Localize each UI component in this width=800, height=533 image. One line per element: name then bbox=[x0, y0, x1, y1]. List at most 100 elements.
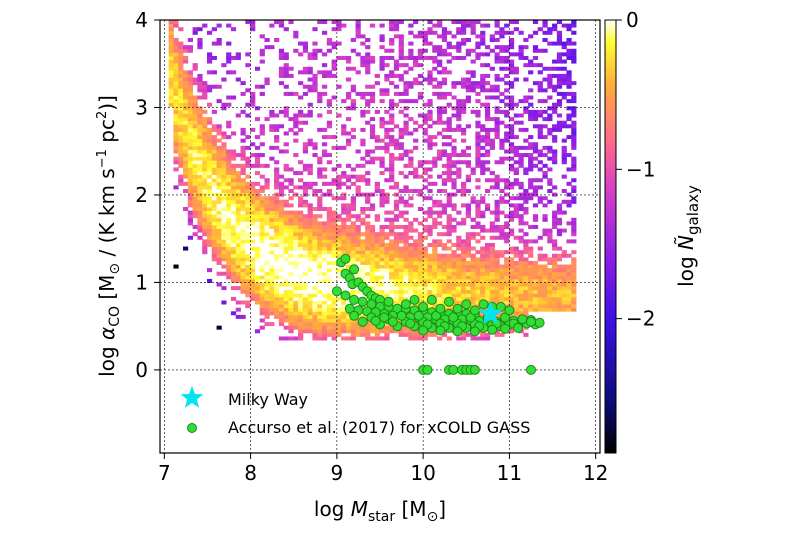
xcold-gass-point bbox=[349, 264, 360, 275]
scatter-series bbox=[331, 253, 545, 375]
heatmap-cell bbox=[264, 246, 270, 251]
heatmap-cell bbox=[408, 260, 414, 265]
heatmap-cell bbox=[312, 52, 318, 57]
heatmap-cell bbox=[283, 289, 289, 294]
heatmap-cell bbox=[413, 174, 419, 179]
heatmap-cell bbox=[465, 253, 471, 258]
heatmap-cell bbox=[470, 59, 476, 64]
heatmap-cell bbox=[197, 131, 203, 136]
heatmap-cell bbox=[183, 70, 189, 75]
heatmap-cell bbox=[274, 124, 280, 129]
heatmap-cell bbox=[250, 207, 256, 211]
heatmap-cell bbox=[269, 239, 275, 244]
heatmap-cell bbox=[561, 160, 567, 165]
heatmap-cell bbox=[360, 260, 366, 265]
heatmap-cell bbox=[417, 73, 424, 78]
heatmap-cell bbox=[456, 81, 462, 86]
heatmap-cell bbox=[480, 296, 486, 301]
heatmap-cell bbox=[307, 246, 313, 251]
heatmap-cell bbox=[202, 91, 208, 96]
heatmap-cell bbox=[197, 145, 203, 150]
heatmap-cell bbox=[561, 304, 567, 309]
heatmap-cell bbox=[461, 289, 467, 294]
heatmap-cell bbox=[278, 286, 285, 291]
heatmap-cell bbox=[494, 228, 500, 233]
heatmap-cell bbox=[331, 66, 337, 71]
heatmap-cell bbox=[441, 207, 448, 211]
heatmap-cell bbox=[451, 20, 457, 24]
heatmap-cell bbox=[307, 235, 313, 240]
xcold-gass-point bbox=[331, 286, 342, 297]
heatmap-cell bbox=[307, 253, 313, 258]
heatmap-cell bbox=[187, 95, 193, 100]
heatmap-cell bbox=[250, 232, 256, 237]
heatmap-cell bbox=[250, 282, 256, 287]
heatmap-cell bbox=[398, 224, 404, 229]
heatmap-cell bbox=[437, 286, 443, 291]
heatmap-cell bbox=[240, 278, 246, 283]
heatmap-cell bbox=[384, 282, 390, 287]
heatmap-cell bbox=[302, 199, 309, 204]
heatmap-cell bbox=[197, 117, 203, 122]
heatmap-cell bbox=[197, 214, 203, 219]
heatmap-cell bbox=[226, 70, 232, 75]
heatmap-cell bbox=[298, 278, 304, 283]
heatmap-cell bbox=[206, 55, 213, 60]
heatmap-cell bbox=[288, 221, 294, 226]
heatmap-cell bbox=[240, 203, 246, 208]
heatmap-cell bbox=[422, 160, 428, 165]
heatmap-cell bbox=[322, 174, 328, 179]
heatmap-cell bbox=[245, 239, 251, 244]
x-tick-label: 10 bbox=[410, 461, 435, 485]
heatmap-cell bbox=[446, 160, 452, 165]
heatmap-cell bbox=[264, 293, 270, 298]
heatmap-cell bbox=[484, 131, 491, 136]
heatmap-cell bbox=[504, 239, 510, 244]
heatmap-cell bbox=[384, 196, 390, 201]
heatmap-cell bbox=[302, 84, 309, 89]
heatmap-cell bbox=[389, 70, 395, 75]
heatmap-cell bbox=[302, 260, 309, 265]
heatmap-cell bbox=[211, 153, 217, 158]
heatmap-cell bbox=[417, 293, 424, 298]
heatmap-cell bbox=[240, 250, 246, 255]
heatmap-cell bbox=[312, 181, 318, 186]
heatmap-cell bbox=[197, 88, 203, 93]
heatmap-cell bbox=[437, 289, 443, 294]
heatmap-cell bbox=[480, 199, 486, 204]
heatmap-cell bbox=[226, 178, 232, 183]
heatmap-cell bbox=[413, 217, 419, 222]
heatmap-cell bbox=[389, 253, 395, 258]
heatmap-cell bbox=[432, 260, 438, 265]
heatmap-cell bbox=[211, 160, 217, 165]
heatmap-cell bbox=[422, 178, 428, 183]
heatmap-cell bbox=[226, 192, 232, 197]
heatmap-cell bbox=[202, 145, 208, 150]
heatmap-cell bbox=[183, 127, 189, 132]
heatmap-cell bbox=[465, 332, 471, 337]
heatmap-cell bbox=[417, 55, 424, 60]
heatmap-cell bbox=[197, 153, 203, 158]
heatmap-cell bbox=[322, 260, 328, 265]
heatmap-cell bbox=[417, 257, 424, 262]
heatmap-cell bbox=[197, 199, 203, 204]
heatmap-cell bbox=[269, 275, 275, 280]
heatmap-cell bbox=[259, 210, 265, 215]
heatmap-cell bbox=[456, 27, 462, 32]
heatmap-cell bbox=[369, 117, 376, 122]
heatmap-cell bbox=[403, 99, 409, 104]
heatmap-cell bbox=[403, 163, 409, 168]
heatmap-cell bbox=[226, 163, 232, 168]
heatmap-cell bbox=[403, 127, 409, 132]
heatmap-cell bbox=[379, 117, 385, 122]
heatmap-cell bbox=[341, 192, 347, 197]
heatmap-cell bbox=[408, 336, 414, 341]
heatmap-cell bbox=[298, 41, 304, 46]
heatmap-cell bbox=[489, 145, 495, 150]
heatmap-cell bbox=[259, 253, 265, 258]
heatmap-cell bbox=[331, 181, 337, 186]
heatmap-cell bbox=[446, 260, 452, 265]
heatmap-cell bbox=[475, 149, 481, 154]
heatmap-cell bbox=[504, 178, 510, 183]
heatmap-cell bbox=[552, 88, 558, 93]
